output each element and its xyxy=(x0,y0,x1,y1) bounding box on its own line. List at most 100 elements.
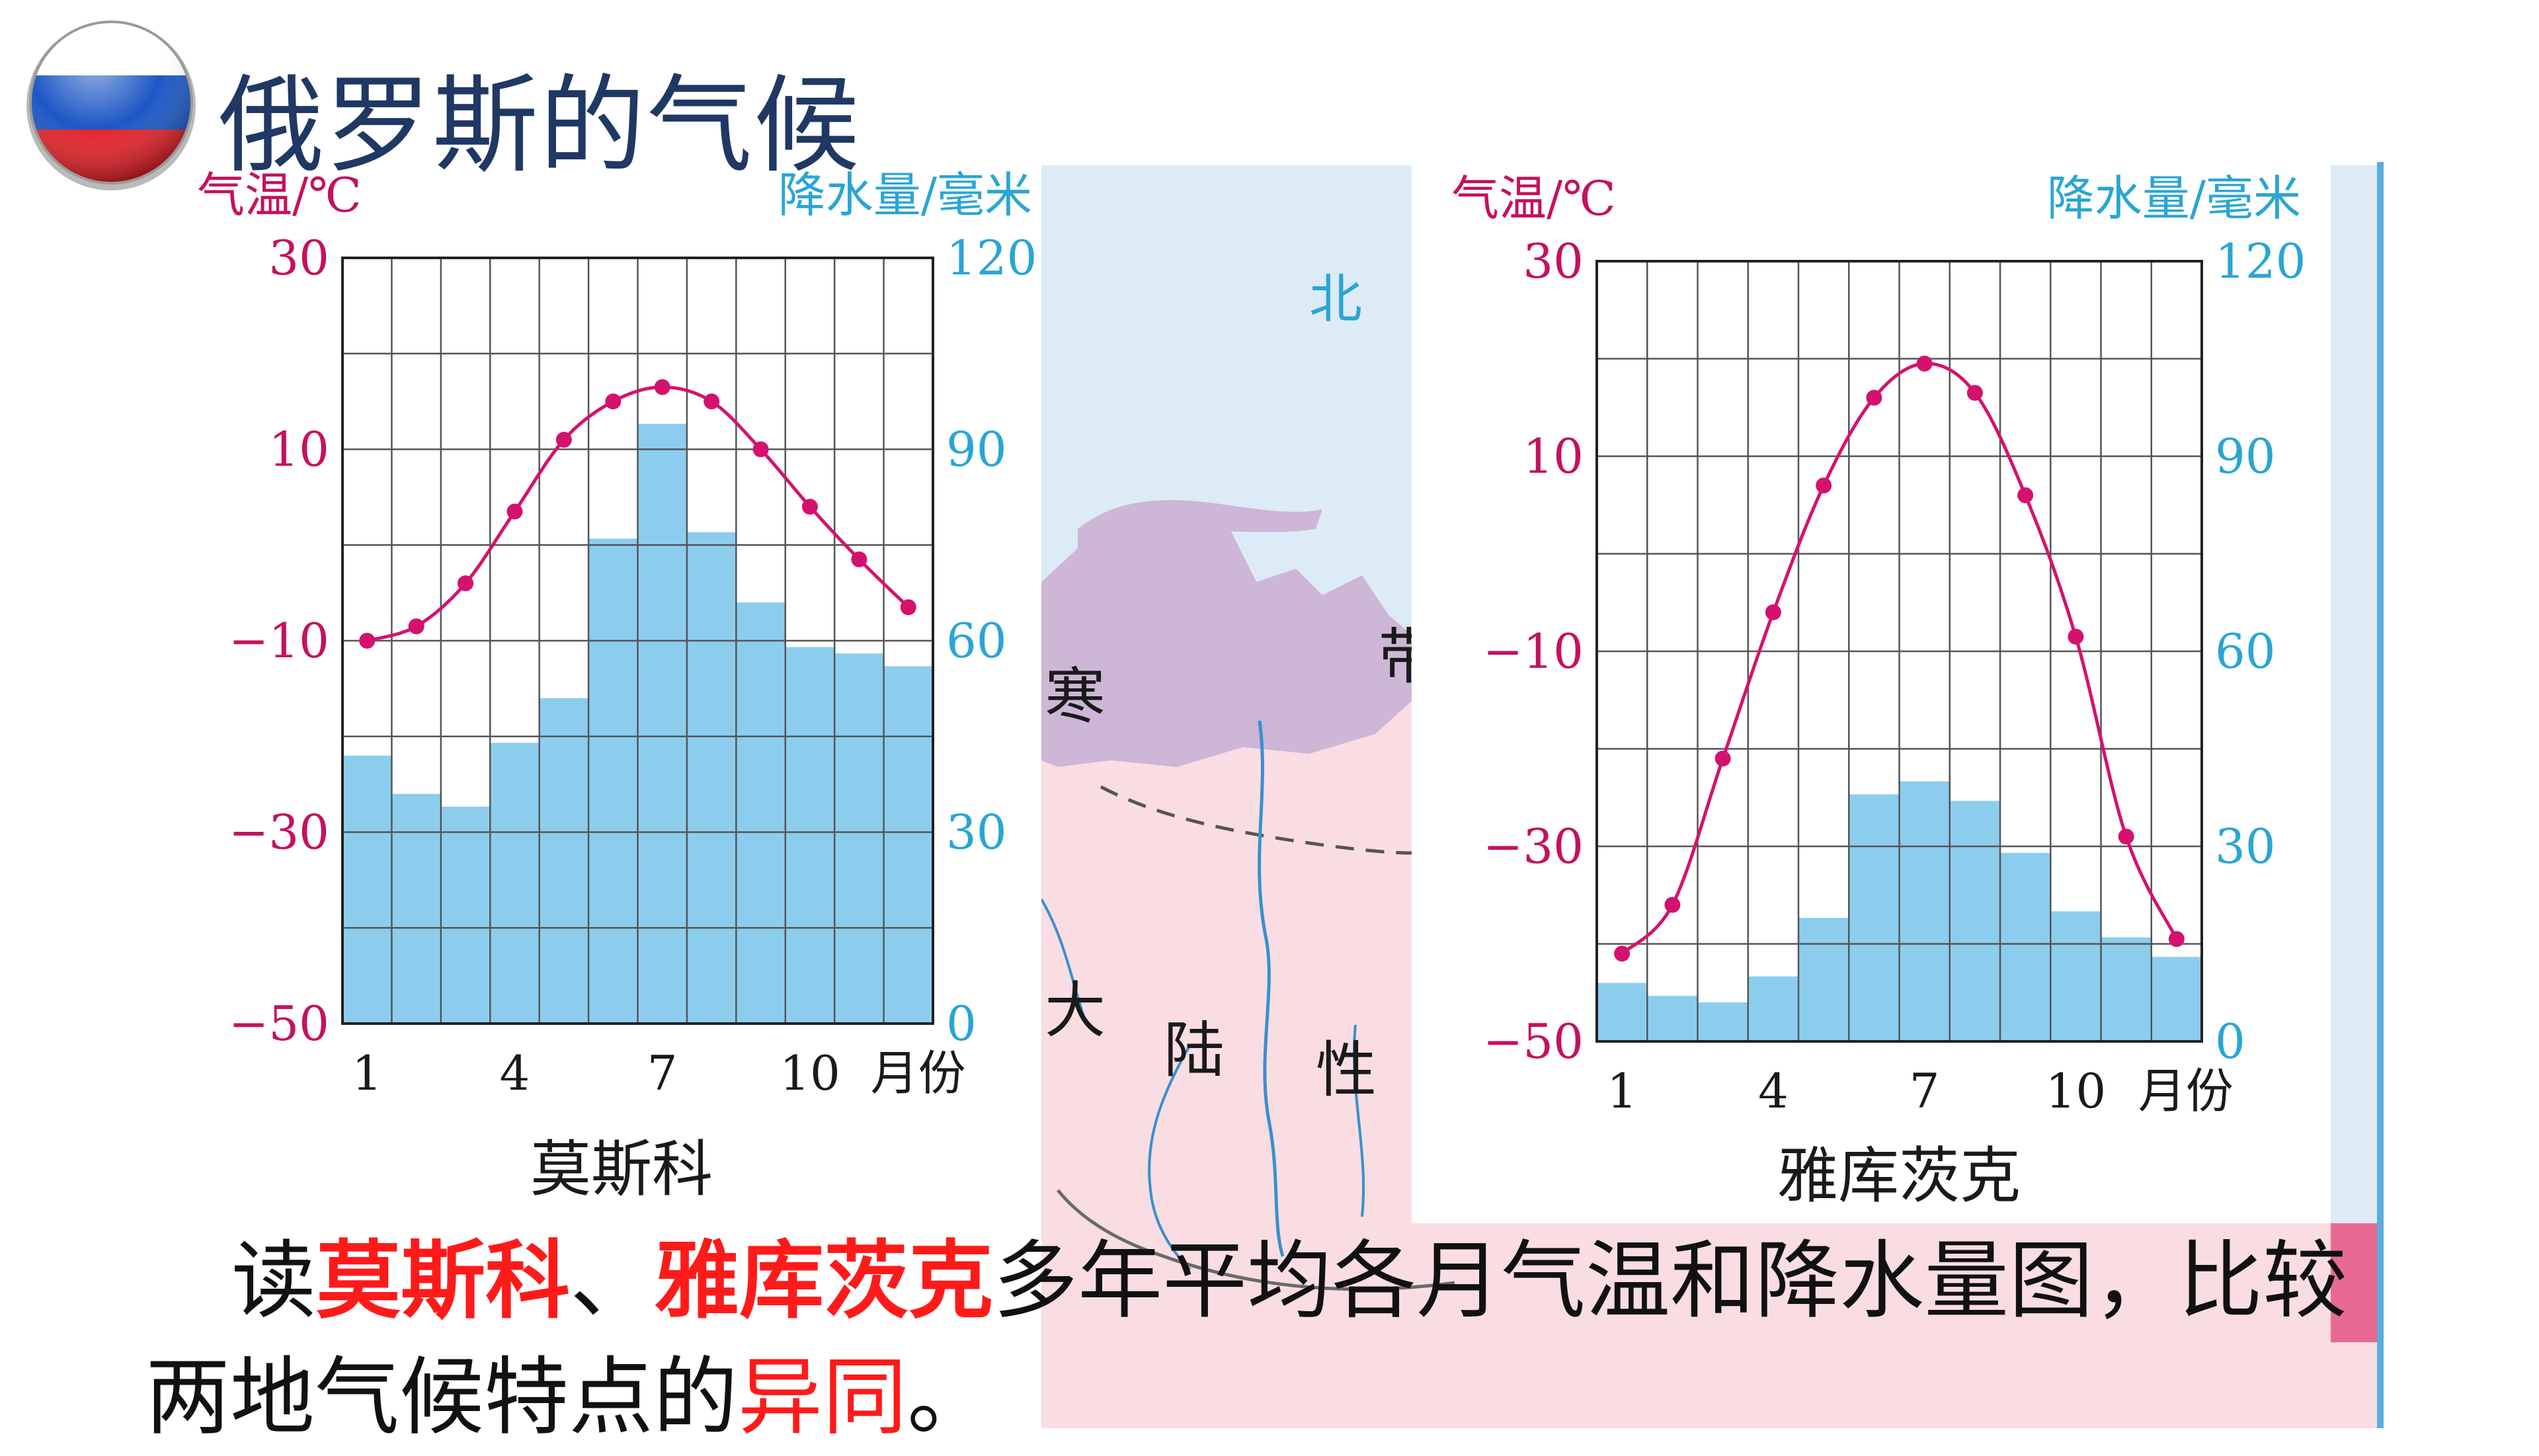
precipitation-tick-label: 30 xyxy=(2215,819,2276,874)
temperature-point xyxy=(1816,477,1832,494)
precip-bar xyxy=(1849,794,1900,1041)
precip-bar xyxy=(391,793,441,1024)
precip-bar xyxy=(2101,937,2152,1041)
temperature-point xyxy=(752,441,769,458)
precip-bar xyxy=(1647,996,1698,1041)
caption-separator: 、 xyxy=(570,1232,655,1330)
precip-bar xyxy=(1697,1002,1748,1041)
temperature-axis-label: 气温/℃ xyxy=(1451,171,1616,226)
temperature-point xyxy=(1765,604,1781,620)
month-tick-label: 10 xyxy=(780,1045,840,1101)
month-tick-label: 10 xyxy=(2046,1063,2107,1119)
month-tick-label: 4 xyxy=(1758,1063,1789,1119)
month-tick-label: 7 xyxy=(647,1045,678,1101)
plot-frame xyxy=(341,257,934,1025)
precip-bar xyxy=(736,602,786,1024)
temperature-point xyxy=(1866,389,1882,406)
precip-bar xyxy=(2050,911,2101,1041)
caption-text-3: 。 xyxy=(907,1348,992,1447)
precip-bar xyxy=(440,806,491,1024)
x-axis-label: 月份 xyxy=(871,1045,966,1101)
precip-bar xyxy=(686,532,737,1024)
temperature-point xyxy=(605,393,622,410)
precip-bar xyxy=(588,538,638,1024)
temperature-tick-label: 30 xyxy=(268,230,329,286)
temperature-point xyxy=(900,599,916,616)
temperature-tick-label: −10 xyxy=(229,613,329,668)
precip-bar xyxy=(1798,918,1849,1041)
temperature-point xyxy=(359,633,376,649)
caption-city-yakutsk: 雅库茨克 xyxy=(655,1232,994,1330)
precip-bar xyxy=(2000,852,2051,1041)
temperature-point xyxy=(2168,931,2185,948)
caption-text-1: 读 xyxy=(231,1232,317,1330)
precip-bar xyxy=(785,647,835,1024)
russia-flag-icon xyxy=(26,20,196,190)
map-zone-boundary xyxy=(1100,785,1412,855)
precip-bar xyxy=(1949,801,2000,1041)
precipitation-tick-label: 120 xyxy=(2215,233,2306,289)
precip-bar xyxy=(539,698,589,1024)
temperature-tick-label: −50 xyxy=(229,996,329,1051)
temperature-point xyxy=(1966,385,1983,401)
temperature-curve xyxy=(1621,362,2179,955)
precip-bar xyxy=(883,666,933,1024)
temperature-point xyxy=(654,379,670,395)
temperature-point xyxy=(704,393,720,410)
precip-bar xyxy=(1597,983,1648,1041)
map-label-continental-2: 陆 xyxy=(1164,1015,1225,1086)
plot-frame xyxy=(1595,260,2203,1043)
map-label-continental-1: 大 xyxy=(1045,975,1106,1046)
climate-chart-yakutsk: 气温/℃ 降水量/毫米 30 10 −10 −30 −50 120 90 60 30 0 1 4 7… xyxy=(1412,162,2331,1223)
climate-chart-moscow: 气温/℃ 降水量/毫米 30 10 −10 −30 −50 120 90 60 30 0 1 4 7… xyxy=(179,165,1041,1223)
slide-title: 俄罗斯的气候 xyxy=(218,63,862,187)
map-label-north: 北 xyxy=(1309,268,1362,330)
temperature-axis-label: 气温/℃ xyxy=(197,167,362,223)
caption-emphasis: 异同 xyxy=(738,1348,908,1447)
precipitation-tick-label: 0 xyxy=(946,996,977,1051)
caption-city-moscow: 莫斯科 xyxy=(316,1232,571,1330)
precipitation-tick-label: 30 xyxy=(946,805,1007,860)
temperature-point xyxy=(555,432,572,448)
precip-bar xyxy=(834,653,884,1024)
precipitation-tick-label: 60 xyxy=(946,613,1007,668)
map-label-cold: 寒 xyxy=(1045,661,1106,732)
temperature-point xyxy=(1916,355,1933,372)
month-tick-label: 7 xyxy=(1910,1063,1940,1119)
map-label-continental-3: 性 xyxy=(1316,1035,1377,1106)
month-tick-label: 4 xyxy=(500,1045,530,1101)
precip-bar xyxy=(1748,976,1798,1041)
temperature-tick-label: 30 xyxy=(1523,233,1584,289)
temperature-point xyxy=(851,551,867,567)
x-axis-label: 月份 xyxy=(2138,1063,2234,1119)
temperature-point xyxy=(1614,946,1631,962)
temperature-point xyxy=(408,618,424,635)
precipitation-tick-label: 120 xyxy=(946,230,1037,286)
temperature-point xyxy=(458,575,474,592)
temperature-point xyxy=(2068,628,2084,645)
temperature-tick-label: 10 xyxy=(1523,428,1584,484)
precip-bar xyxy=(1899,781,1950,1041)
precipitation-axis-label: 降水量/毫米 xyxy=(778,167,1032,223)
month-tick-label: 1 xyxy=(352,1045,382,1101)
temperature-point xyxy=(506,503,523,520)
precip-bar xyxy=(2151,957,2202,1041)
temperature-point xyxy=(1664,897,1681,913)
temperature-point xyxy=(1714,750,1731,767)
temperature-tick-label: 10 xyxy=(268,422,329,477)
precipitation-tick-label: 90 xyxy=(2215,428,2276,484)
chart-title: 莫斯科 xyxy=(530,1134,713,1205)
slide-caption: 读莫斯科、雅库茨克多年平均各月气温和降水量图，比较两地气候特点的异同。 xyxy=(145,1223,2394,1456)
temperature-point xyxy=(2118,829,2134,845)
precip-bar xyxy=(637,423,687,1024)
temperature-tick-label: −50 xyxy=(1483,1014,1584,1069)
temperature-point xyxy=(2017,487,2034,503)
precipitation-tick-label: 90 xyxy=(946,422,1007,477)
precipitation-tick-label: 60 xyxy=(2215,624,2276,679)
temperature-point xyxy=(801,499,818,515)
precip-bar xyxy=(343,755,392,1024)
temperature-tick-label: −30 xyxy=(229,805,329,860)
month-tick-label: 1 xyxy=(1607,1063,1637,1119)
precipitation-axis-label: 降水量/毫米 xyxy=(2047,171,2301,226)
